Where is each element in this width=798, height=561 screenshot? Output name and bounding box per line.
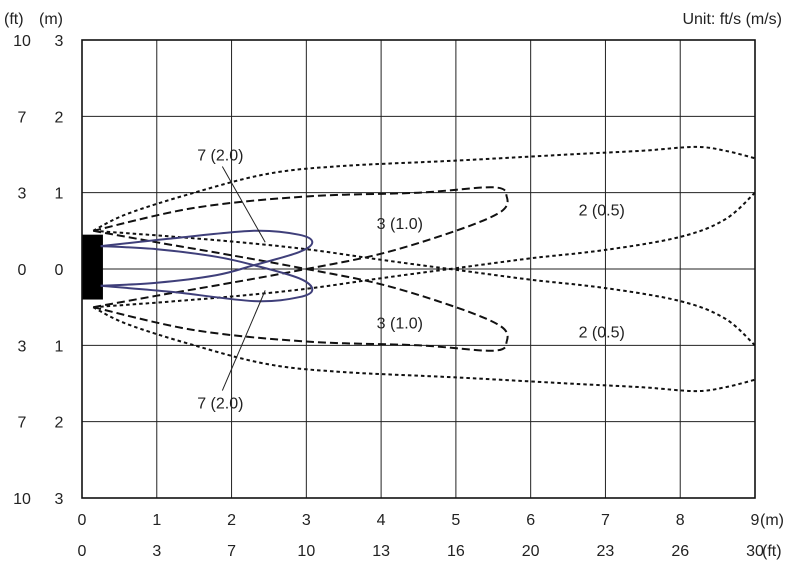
plot-frame <box>81 39 756 499</box>
y-tick-label-m: 1 <box>55 186 64 203</box>
contour-label: 7 (2.0) <box>197 396 243 413</box>
x-tick-label-m: 5 <box>451 512 460 529</box>
y-tick-label-m: 2 <box>55 415 64 432</box>
x-tick-label-ft: 3 <box>152 543 161 560</box>
contour-label: 2 (0.5) <box>579 202 625 219</box>
x-tick-label-m: 7 <box>601 512 610 529</box>
leader-layer <box>221 166 266 391</box>
x-tick-label-ft: 16 <box>447 543 465 560</box>
y-tick-label-m: 3 <box>55 33 64 50</box>
x-tick-label-m: 1 <box>152 512 161 529</box>
x-tick-label-ft: 20 <box>522 543 540 560</box>
x-tick-label-m: 2 <box>227 512 236 529</box>
y-tick-label-ft: 3 <box>18 186 27 203</box>
velocity-contour-dotted-1-lower <box>93 229 756 347</box>
velocity-contour-solid-4 <box>100 229 314 287</box>
series-layer <box>92 145 756 393</box>
velocity-contour-dotted-1 <box>92 306 756 393</box>
velocity-contour-dotted-0-lower <box>93 191 756 309</box>
x-tick-label-m: 3 <box>302 512 311 529</box>
velocity-contour-dashed-2 <box>92 186 509 309</box>
x-tick-label-ft: 23 <box>597 543 615 560</box>
contour-label: 7 (2.0) <box>197 148 243 165</box>
y-tick-label-ft: 7 <box>18 109 27 126</box>
x-tick-label-m: 8 <box>676 512 685 529</box>
contour-label: 3 (1.0) <box>377 216 423 233</box>
x-tick-label-m: 0 <box>78 512 87 529</box>
x-tick-label-m: 4 <box>377 512 386 529</box>
leader-line <box>221 166 266 243</box>
x-tick-label-m: 9 <box>751 512 760 529</box>
y-tick-label-m: 0 <box>55 262 64 279</box>
y-tick-label-m: 2 <box>55 109 64 126</box>
velocity-contour-dotted-0 <box>92 145 756 232</box>
leader-line <box>221 290 266 391</box>
y-tick-label-m: 3 <box>55 491 64 508</box>
x-tick-label-ft: 10 <box>297 543 315 560</box>
x-unit-ft-label: (ft) <box>762 543 782 560</box>
contour-label: 2 (0.5) <box>579 325 625 342</box>
x-tick-label-ft: 13 <box>372 543 390 560</box>
x-unit-m-label: (m) <box>760 512 784 529</box>
unit-label: Unit: ft/s (m/s) <box>682 11 782 28</box>
x-tick-label-ft: 7 <box>227 543 236 560</box>
velocity-contour-solid-5 <box>100 245 314 303</box>
outlet-layer <box>82 234 103 300</box>
x-tick-label-ft: 0 <box>78 543 87 560</box>
y-tick-label-m: 1 <box>55 338 64 355</box>
y-tick-label-ft: 10 <box>13 33 31 50</box>
x-tick-label-m: 6 <box>526 512 535 529</box>
y-tick-label-ft: 7 <box>18 415 27 432</box>
y-tick-label-ft: 3 <box>18 338 27 355</box>
contour-label: 3 (1.0) <box>377 315 423 332</box>
y-unit-ft-label: (ft) <box>4 11 24 28</box>
y-unit-m-label: (m) <box>39 11 63 28</box>
y-tick-label-ft: 10 <box>13 491 31 508</box>
outlet-block <box>82 234 103 300</box>
grid <box>82 40 755 498</box>
x-tick-label-ft: 26 <box>671 543 689 560</box>
y-tick-label-ft: 0 <box>18 262 27 279</box>
x-tick-label-ft: 30 <box>746 543 764 560</box>
velocity-contour-dashed-3 <box>92 229 509 352</box>
annotation-layer: 7 (2.0) 3 (1.0) 2 (0.5) 3 (1.0) 2 (0.5) 7 (2.… <box>197 148 625 413</box>
